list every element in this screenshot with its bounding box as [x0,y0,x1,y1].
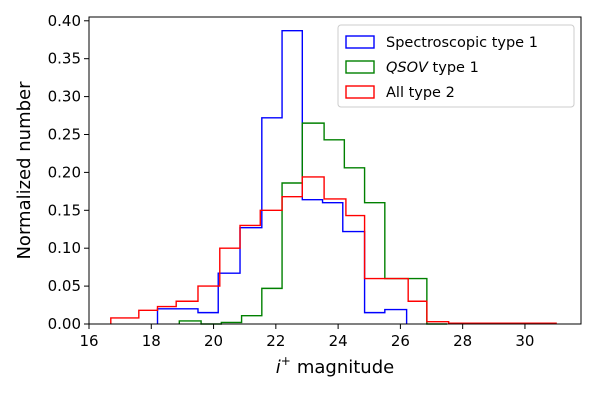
y-tick-label: 0.40 [48,12,81,30]
legend: Spectroscopic type 1 QSOV type 1 All type … [337,24,575,108]
x-axis-label-superscript: + [281,354,291,368]
legend-entry-label: QSOV type 1 [386,60,479,76]
legend-entry-text: type 1 [428,60,479,76]
x-tick-label: 16 [79,332,98,350]
legend-entry-text: All type 2 [386,85,455,101]
x-axis: 16 18 20 22 24 26 28 30 [79,324,534,350]
x-tick-label: 20 [204,332,223,350]
series-all-type-2-step [110,176,557,324]
series-spectroscopic-type-1-step [156,29,408,324]
x-tick-label: 26 [391,332,410,350]
legend-entry-label: Spectroscopic type 1 [386,35,538,51]
x-tick-label: 22 [266,332,285,350]
x-tick-label: 28 [453,332,472,350]
legend-swatch [345,60,375,74]
legend-swatch [345,85,375,99]
legend-entry-label: All type 2 [386,85,455,101]
y-axis-label: Normalized number [14,81,35,260]
legend-swatch [345,35,375,49]
x-tick-label: 18 [142,332,161,350]
x-axis-label: i+ magnitude [276,354,394,378]
y-tick-label: 0.00 [48,315,81,333]
y-tick-label: 0.25 [48,125,81,143]
legend-box [337,24,575,108]
x-tick-label: 24 [329,332,348,350]
y-tick-label: 0.15 [48,201,81,219]
axes-frame [88,16,582,325]
y-tick-label: 0.30 [48,88,81,106]
y-tick-label: 0.05 [48,277,81,295]
legend-entry-text: QSOV [386,60,429,76]
x-axis-label-text: magnitude [297,357,394,378]
y-axis: 0.00 0.05 0.10 0.15 0.20 0.25 0.30 0.35 0.40 [48,12,89,333]
y-tick-label: 0.10 [48,239,81,257]
y-tick-label: 0.35 [48,50,81,68]
x-tick-label: 30 [515,332,534,350]
series-qsov-type-1-step [178,122,448,325]
x-axis-label-symbol: i [276,357,281,378]
y-tick-label: 0.20 [48,163,81,181]
legend-entry-text: Spectroscopic type 1 [386,35,538,51]
